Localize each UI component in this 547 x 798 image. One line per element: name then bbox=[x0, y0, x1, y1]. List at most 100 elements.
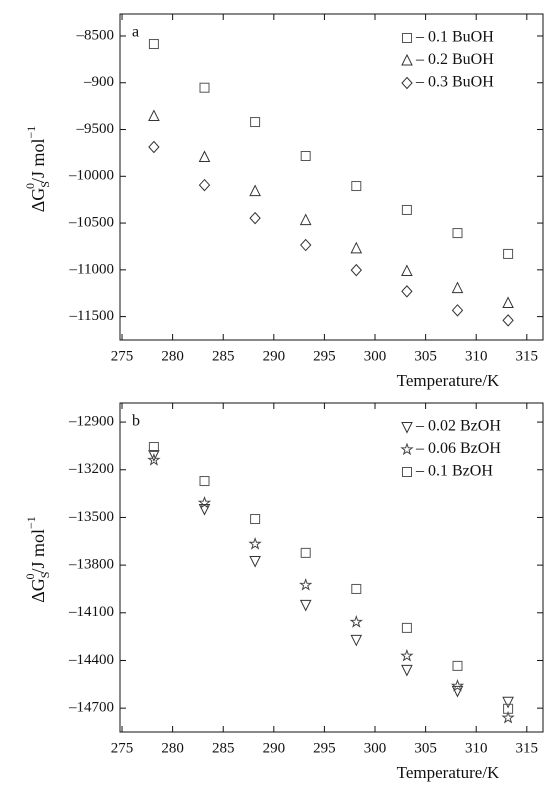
panel-label: b bbox=[132, 413, 140, 430]
y-tick-label: –10500 bbox=[68, 215, 114, 231]
marker-square bbox=[503, 248, 514, 259]
marker-square bbox=[199, 82, 210, 93]
marker-diamond bbox=[148, 140, 160, 154]
marker-square bbox=[148, 442, 159, 453]
marker-triangle bbox=[148, 109, 160, 122]
legend-label: – 0.1 BzOH bbox=[415, 463, 493, 480]
marker-square bbox=[503, 703, 514, 714]
y-tick-label: –14100 bbox=[68, 604, 114, 620]
y-tick-label: –11500 bbox=[69, 308, 114, 324]
marker-square bbox=[148, 39, 159, 50]
marker-square bbox=[401, 622, 412, 633]
legend-marker bbox=[402, 467, 412, 477]
marker-triangle bbox=[502, 296, 514, 309]
marker-star bbox=[450, 678, 465, 692]
marker-triangle-down bbox=[401, 664, 413, 677]
x-tick-label: 275 bbox=[111, 740, 134, 756]
y-axis-title: ΔGS0/J mol−1 bbox=[23, 516, 52, 603]
y-tick-label: –9500 bbox=[76, 121, 115, 137]
y-title-sub: S bbox=[38, 572, 52, 579]
marker-square bbox=[452, 228, 463, 239]
marker-star bbox=[147, 453, 161, 466]
marker-triangle-down bbox=[249, 555, 261, 568]
x-tick-label: 310 bbox=[465, 740, 488, 756]
x-tick-label: 300 bbox=[364, 348, 387, 364]
marker-square bbox=[452, 660, 463, 671]
panel-label: a bbox=[132, 24, 139, 41]
x-tick-label: 290 bbox=[263, 740, 286, 756]
marker-triangle-down bbox=[502, 696, 514, 709]
marker-diamond bbox=[502, 314, 514, 327]
marker-triangle bbox=[198, 150, 211, 163]
y-title-unit-sup: −1 bbox=[24, 516, 38, 529]
y-axis-title: ΔGS0/J mol−1 bbox=[23, 126, 52, 213]
y-tick-label: –14700 bbox=[68, 700, 114, 716]
x-tick-label: 280 bbox=[161, 740, 184, 756]
marker-square bbox=[300, 150, 311, 161]
y-tick-label: –10000 bbox=[68, 168, 114, 184]
x-tick-label: 275 bbox=[111, 348, 134, 364]
legend-marker bbox=[401, 422, 413, 434]
legend-marker bbox=[401, 76, 413, 90]
marker-triangle-down bbox=[299, 599, 312, 612]
marker-star bbox=[349, 614, 363, 628]
marker-diamond bbox=[249, 211, 261, 225]
legend-label: – 0.02 BzOH bbox=[415, 418, 501, 435]
y-title-main: ΔG bbox=[28, 578, 48, 603]
marker-star bbox=[501, 710, 515, 724]
marker-square bbox=[300, 547, 311, 558]
y-title-unit: /J mol bbox=[28, 139, 48, 184]
y-tick-label: –13200 bbox=[68, 461, 114, 477]
y-tick-label: –13500 bbox=[68, 509, 114, 525]
marker-square bbox=[199, 476, 210, 487]
marker-square bbox=[351, 181, 362, 192]
y-title-main: ΔG bbox=[28, 188, 48, 213]
marker-star bbox=[400, 648, 414, 662]
marker-diamond bbox=[300, 238, 312, 252]
x-tick-label: 315 bbox=[516, 740, 539, 756]
x-tick-label: 305 bbox=[414, 740, 437, 756]
x-tick-label: 300 bbox=[364, 740, 387, 756]
marker-star bbox=[299, 577, 313, 591]
legend-marker bbox=[402, 33, 412, 43]
legend-label: – 0.1 BuOH bbox=[415, 29, 494, 46]
x-tick-label: 285 bbox=[212, 740, 235, 756]
legend-marker bbox=[400, 442, 414, 456]
marker-triangle bbox=[350, 241, 363, 254]
y-tick-label: –900 bbox=[83, 74, 114, 90]
x-tick-label: 305 bbox=[414, 348, 437, 364]
marker-triangle-down bbox=[198, 504, 211, 516]
legend-label: – 0.3 BuOH bbox=[415, 74, 494, 91]
x-tick-label: 285 bbox=[212, 348, 235, 364]
marker-triangle bbox=[451, 281, 464, 294]
x-tick-label: 280 bbox=[161, 348, 184, 364]
plot-frame bbox=[119, 402, 544, 733]
marker-triangle-down bbox=[451, 685, 464, 698]
marker-star bbox=[248, 536, 262, 550]
x-axis-title: Temperature/K bbox=[397, 763, 500, 782]
y-title-sup: 0 bbox=[23, 574, 37, 580]
marker-square bbox=[250, 117, 261, 128]
marker-triangle bbox=[249, 184, 261, 197]
y-title-unit: /J mol bbox=[28, 529, 48, 574]
x-axis-title: Temperature/K bbox=[397, 371, 500, 390]
legend-label: – 0.2 BuOH bbox=[415, 51, 494, 68]
y-tick-label: –8500 bbox=[76, 27, 115, 43]
marker-diamond bbox=[451, 304, 464, 317]
marker-star bbox=[197, 495, 212, 509]
x-tick-label: 295 bbox=[313, 740, 336, 756]
x-tick-label: 295 bbox=[313, 348, 336, 364]
x-tick-label: 310 bbox=[465, 348, 488, 364]
y-tick-label: –13800 bbox=[68, 557, 114, 573]
legend-label: – 0.06 BzOH bbox=[415, 440, 501, 457]
marker-square bbox=[351, 583, 362, 594]
y-tick-label: –11000 bbox=[69, 261, 114, 277]
marker-diamond bbox=[401, 285, 413, 298]
y-tick-label: –12900 bbox=[68, 414, 114, 430]
x-tick-label: 315 bbox=[516, 348, 539, 364]
plot-frame bbox=[119, 13, 544, 341]
marker-square bbox=[401, 204, 412, 215]
marker-triangle-down bbox=[350, 634, 363, 647]
marker-diamond bbox=[198, 178, 211, 192]
marker-triangle bbox=[401, 264, 413, 277]
